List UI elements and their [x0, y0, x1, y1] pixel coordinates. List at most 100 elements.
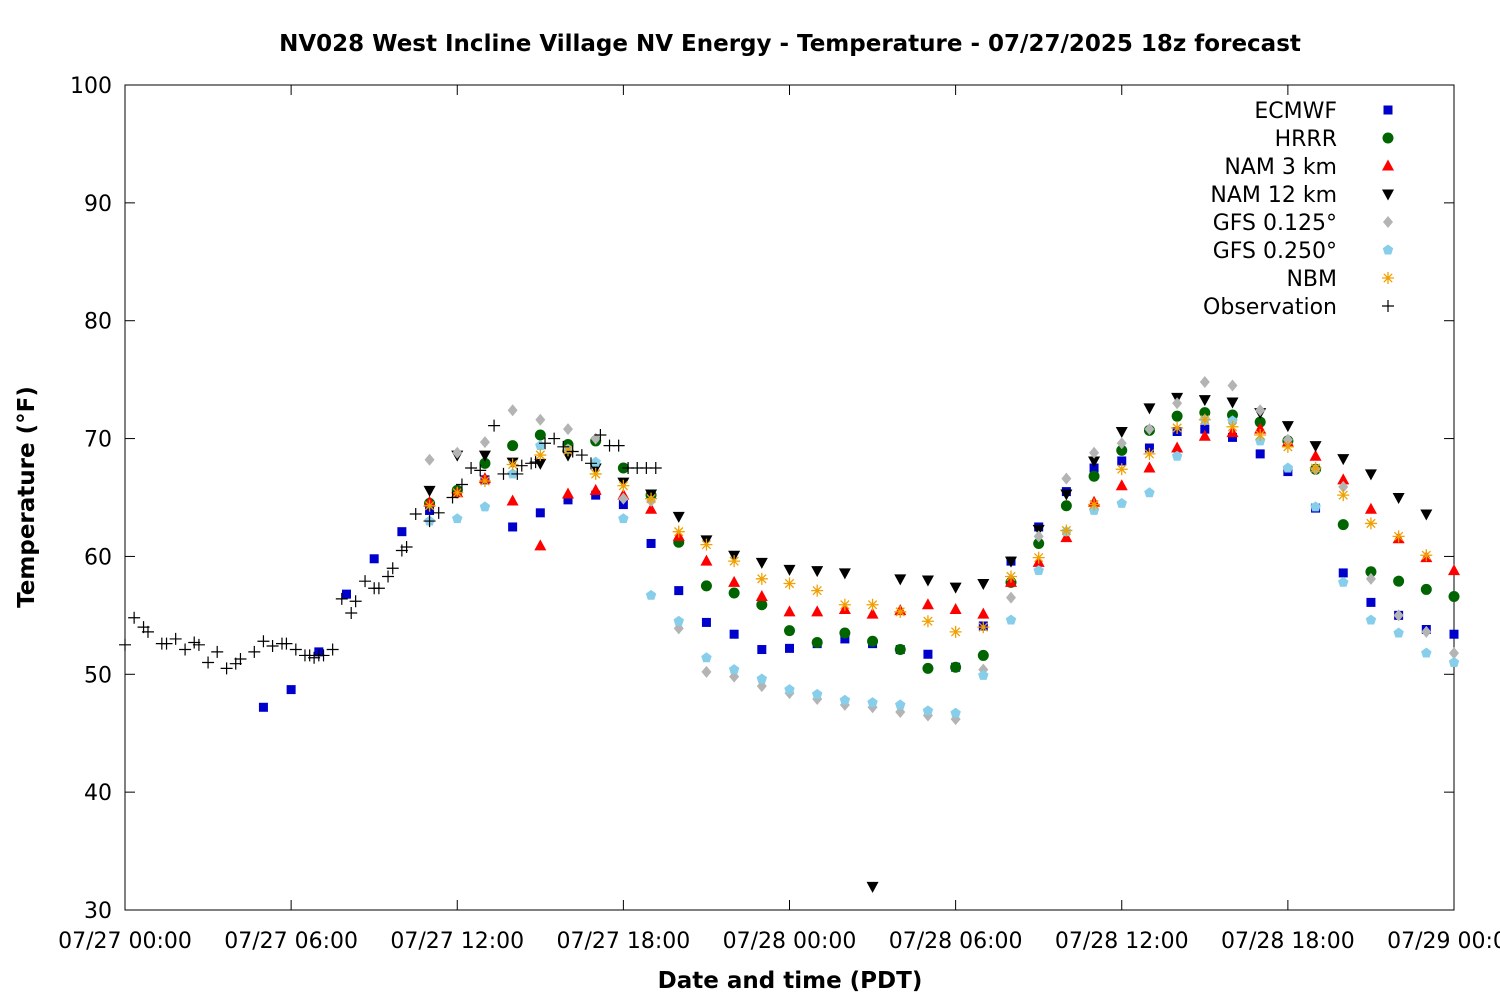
data-point-nbm — [1420, 549, 1433, 562]
data-point-nbm — [423, 499, 436, 512]
data-point-gfs-0-125 — [1116, 437, 1127, 450]
data-point-hrrr — [1420, 583, 1432, 595]
legend-marker-nam-3-km — [1382, 159, 1394, 171]
data-point-hrrr — [534, 429, 546, 441]
data-point-gfs-0-125 — [1421, 625, 1432, 638]
data-point-gfs-0-250 — [1365, 614, 1377, 625]
series-ecmwf — [258, 424, 1459, 712]
data-point-observation — [345, 607, 358, 619]
data-point-gfs-0-125 — [1338, 480, 1349, 493]
data-point-nam-12-km — [1060, 489, 1073, 501]
data-point-observation — [202, 656, 215, 669]
x-axis-ticks: 07/27 00:00 07/27 06:00 07/27 12:00 07/27 1… — [58, 85, 1500, 954]
data-point-nam-3-km — [589, 483, 602, 495]
data-point-gfs-0-250 — [479, 501, 491, 512]
data-point-nbm — [589, 467, 602, 480]
legend-label-hrrr: HRRR — [1275, 127, 1337, 152]
data-point-observation — [400, 541, 413, 553]
series-observation — [119, 419, 662, 675]
data-point-ecmwf — [342, 589, 351, 599]
data-point-nam-3-km — [1309, 449, 1322, 461]
data-point-observation — [229, 657, 242, 670]
series-gfs-0-250 — [424, 414, 1460, 718]
x-tick-label: 07/27 12:00 — [390, 929, 524, 954]
data-point-nam-12-km — [866, 881, 879, 893]
data-point-gfs-0-250 — [756, 673, 768, 684]
data-point-hrrr — [922, 662, 934, 674]
data-point-nam-3-km — [534, 539, 547, 551]
data-point-hrrr — [1365, 566, 1377, 578]
data-point-nbm — [783, 577, 796, 590]
data-point-nam-3-km — [783, 605, 796, 617]
data-point-observation — [409, 508, 422, 520]
x-tick-label: 07/27 18:00 — [556, 929, 690, 954]
data-point-gfs-0-250 — [978, 669, 989, 680]
data-point-gfs-0-125 — [1006, 591, 1016, 604]
data-point-hrrr — [839, 627, 851, 639]
data-point-observation — [386, 562, 399, 575]
data-point-gfs-0-125 — [479, 436, 490, 449]
data-point-nam-3-km — [866, 607, 879, 619]
data-point-observation — [179, 643, 192, 656]
data-point-nam-12-km — [1143, 403, 1156, 415]
data-point-gfs-0-250 — [452, 513, 463, 524]
data-point-observation — [160, 637, 173, 650]
data-point-nbm — [811, 584, 824, 597]
data-point-observation — [308, 651, 321, 664]
data-point-hrrr — [507, 440, 519, 452]
data-point-hrrr — [756, 599, 768, 611]
data-point-ecmwf — [286, 685, 296, 695]
data-point-nbm — [534, 449, 547, 462]
data-point-gfs-0-250 — [673, 615, 684, 626]
data-point-observation — [575, 449, 588, 462]
data-point-hrrr — [811, 636, 823, 648]
data-point-gfs-0-250 — [728, 664, 740, 675]
data-point-observation — [423, 515, 436, 528]
data-point-nbm — [1254, 429, 1267, 442]
data-point-nam-12-km — [1281, 421, 1294, 433]
data-point-gfs-0-125 — [1089, 446, 1100, 459]
data-point-nam-12-km — [1226, 397, 1239, 409]
data-point-gfs-0-125 — [507, 404, 518, 417]
data-point-nbm — [728, 555, 741, 568]
data-point-observation — [446, 491, 459, 504]
legend-label-ecmwf: ECMWF — [1254, 99, 1337, 124]
data-point-hrrr — [728, 587, 740, 599]
data-point-observation — [372, 582, 385, 595]
legend-marker-nam-12-km — [1382, 189, 1394, 201]
legend-marker-gfs-0-125 — [1383, 216, 1393, 228]
legend-label-gfs-0-125: GFS 0.125° — [1213, 211, 1337, 236]
data-point-observation — [220, 662, 233, 675]
x-tick-label: 07/28 18:00 — [1221, 929, 1355, 954]
data-point-nbm — [1364, 517, 1377, 530]
data-point-observation — [317, 649, 330, 662]
data-point-observation — [649, 462, 662, 475]
data-point-nbm — [562, 444, 574, 457]
data-point-nam-12-km — [838, 568, 851, 580]
data-point-nbm — [1060, 524, 1073, 537]
data-point-hrrr — [1088, 470, 1100, 482]
data-point-nbm — [977, 621, 990, 634]
data-point-gfs-0-250 — [784, 684, 795, 695]
x-tick-label: 07/28 06:00 — [889, 929, 1023, 954]
data-point-observation — [548, 432, 561, 445]
plot-frame — [124, 84, 1455, 911]
data-point-nbm — [672, 525, 685, 538]
data-point-ecmwf — [757, 645, 767, 655]
legend-label-observation: Observation — [1203, 295, 1337, 320]
legend-label-nam-3-km: NAM 3 km — [1224, 155, 1337, 180]
data-point-hrrr — [1254, 416, 1266, 428]
data-point-gfs-0-250 — [1310, 501, 1321, 512]
x-tick-label: 07/29 00:00 — [1387, 929, 1500, 954]
data-point-hrrr — [977, 649, 989, 661]
y-tick-label: 40 — [84, 781, 112, 806]
data-point-observation — [566, 445, 579, 458]
data-point-observation — [511, 467, 524, 480]
data-point-hrrr — [894, 644, 906, 656]
data-point-gfs-0-250 — [811, 688, 823, 699]
data-point-gfs-0-125 — [1393, 609, 1404, 622]
series-nbm — [423, 413, 1433, 638]
data-point-observation — [280, 637, 293, 650]
data-point-ecmwf — [591, 490, 601, 500]
x-tick-label: 07/28 00:00 — [723, 929, 857, 954]
